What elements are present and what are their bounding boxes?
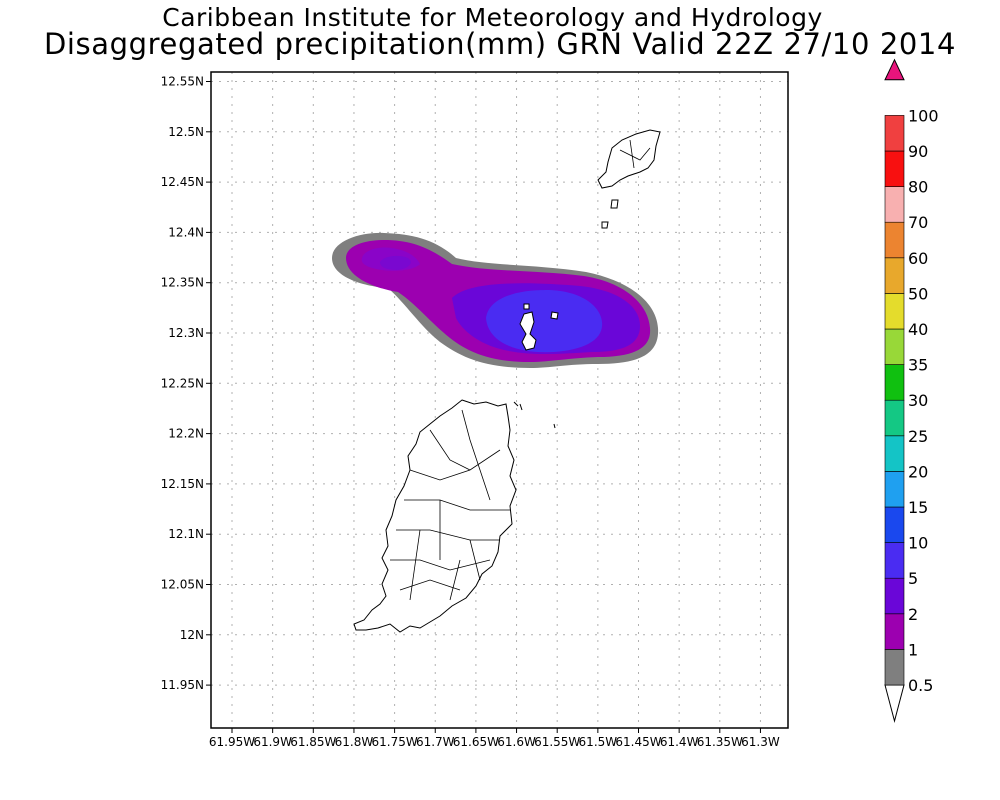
colorbar-label: 70 [908, 213, 928, 232]
lon-tick-label: 61.35W [697, 735, 743, 749]
colorbar-cell [884, 399, 905, 437]
colorbar-cell [884, 364, 905, 401]
lat-tick-label: 12.35N [161, 276, 204, 290]
lat-tick-label: 12.2N [168, 427, 204, 441]
precip-band-5mm-west [380, 255, 411, 270]
lon-tick-label: 61.95W [209, 735, 255, 749]
lat-tick-label: 12.1N [168, 527, 204, 541]
colorbar-over-triangle [884, 58, 905, 81]
lon-tick-label: 61.6W [497, 735, 536, 749]
colorbar-cell [884, 613, 905, 650]
grenada-parishes [390, 409, 510, 601]
map-frame [210, 71, 789, 729]
colorbar-cell [884, 471, 905, 508]
lat-tick-label: 12.25N [161, 376, 204, 390]
lat-tick-label: 12.4N [168, 225, 204, 239]
lon-tick-label: 61.9W [253, 735, 292, 749]
colorbar-cell [884, 115, 905, 152]
ronde-island [519, 311, 537, 351]
colorbar-label: 0.5 [908, 676, 933, 695]
lat-tick-label: 11.95N [161, 678, 204, 692]
coastlines [353, 129, 661, 633]
lon-tick-label: 61.65W [453, 735, 499, 749]
colorbar-cell [884, 257, 905, 294]
colorbar-label: 90 [908, 142, 928, 161]
lon-tick-label: 61.4W [660, 735, 699, 749]
colorbar-label: 100 [908, 106, 939, 125]
colorbar-under-triangle [884, 684, 905, 723]
colorbar-label: 20 [908, 462, 928, 481]
lat-tick-label: 12.15N [161, 477, 204, 491]
chart-title: Caribbean Institute for Meteorology and … [162, 3, 823, 32]
lat-tick-label: 12.5N [168, 125, 204, 139]
lon-tick-label: 61.5W [579, 735, 618, 749]
colorbar-label: 80 [908, 178, 928, 197]
lon-tick-label: 61.3W [741, 735, 780, 749]
lat-tick-label: 12.3N [168, 326, 204, 340]
lat-tick-label: 12N [180, 628, 204, 642]
precipitation-field [332, 232, 659, 368]
colorbar-cell [884, 542, 905, 579]
lat-tick-label: 12.55N [161, 75, 204, 89]
colorbar-cell [884, 577, 905, 615]
colorbar-cell [884, 328, 905, 365]
colorbar-label: 60 [908, 249, 928, 268]
lat-tick-label: 12.05N [161, 578, 204, 592]
carriacou-island [597, 129, 661, 189]
carriacou-parishes [619, 139, 651, 169]
map-background [211, 72, 788, 728]
precip-band-10mm [486, 290, 603, 353]
longitude-axis: 61.95W61.9W61.85W61.8W61.75W61.7W61.65W6… [209, 728, 780, 749]
petite-martinique [610, 199, 619, 209]
lon-tick-label: 61.75W [371, 735, 417, 749]
colorbar-cell [884, 435, 905, 472]
colorbar-label: 50 [908, 284, 928, 303]
colorbar-label: 1 [908, 640, 918, 659]
colorbar-label: 5 [908, 569, 918, 588]
colorbar-label: 2 [908, 605, 918, 624]
grenada-island [353, 399, 517, 633]
colorbar-cell [884, 150, 905, 187]
colorbar-label: 25 [908, 427, 928, 446]
lon-tick-label: 61.7W [416, 735, 455, 749]
colorbar-cell [884, 649, 905, 686]
lon-tick-label: 61.55W [534, 735, 580, 749]
lon-tick-label: 61.45W [615, 735, 661, 749]
colorbar-label: 30 [908, 391, 928, 410]
colorbar-label: 35 [908, 356, 928, 375]
colorbar-cell [884, 221, 905, 259]
colorbar-label: 10 [908, 534, 928, 553]
latitude-axis: 12.55N 12.5N 12.45N 12.4N 12.35N 12.3N 12.25N 1… [161, 75, 211, 692]
small-cay-2 [550, 311, 559, 320]
colorbar-label: 40 [908, 320, 928, 339]
colorbar-cell [884, 293, 905, 330]
colorbar-cell [884, 506, 905, 543]
colorbar-label: 15 [908, 498, 928, 517]
small-cay-3 [523, 303, 530, 310]
colorbar-cell [884, 186, 905, 223]
small-cay-1 [601, 221, 609, 229]
small-cay-4 [513, 401, 556, 429]
lon-tick-label: 61.85W [290, 735, 336, 749]
chart-subtitle: Disaggregated precipitation(mm) GRN Vali… [43, 27, 957, 61]
lat-tick-label: 12.45N [161, 175, 204, 189]
lon-tick-label: 61.8W [335, 735, 374, 749]
